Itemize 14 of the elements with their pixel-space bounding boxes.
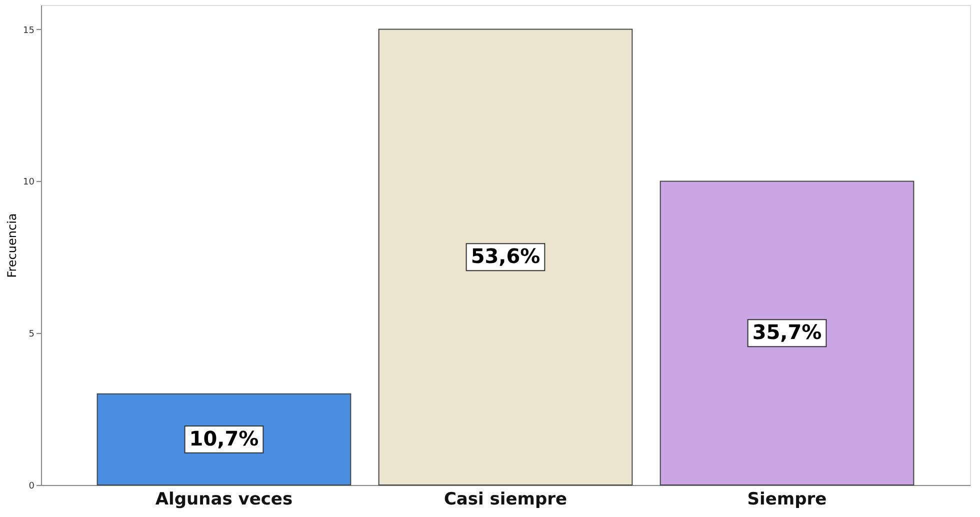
annotation: 10,7% (189, 426, 259, 450)
annotation: 35,7% (752, 320, 822, 344)
y-tick-label: 5 (28, 330, 34, 340)
bar (660, 180, 914, 486)
y-tick-label: 0 (28, 482, 35, 492)
x-tick-label: Algunas veces (155, 490, 293, 510)
y-tick-label: 10 (23, 178, 35, 188)
x-tick-label: Siempre (747, 490, 827, 510)
bar (378, 28, 633, 486)
annotation: 53,6% (470, 244, 540, 268)
x-tick-label: Casi siempre (444, 490, 568, 510)
y-axis-title: Frecuencia (5, 213, 20, 278)
bar (96, 393, 352, 486)
y-tick-label: 15 (23, 26, 34, 36)
